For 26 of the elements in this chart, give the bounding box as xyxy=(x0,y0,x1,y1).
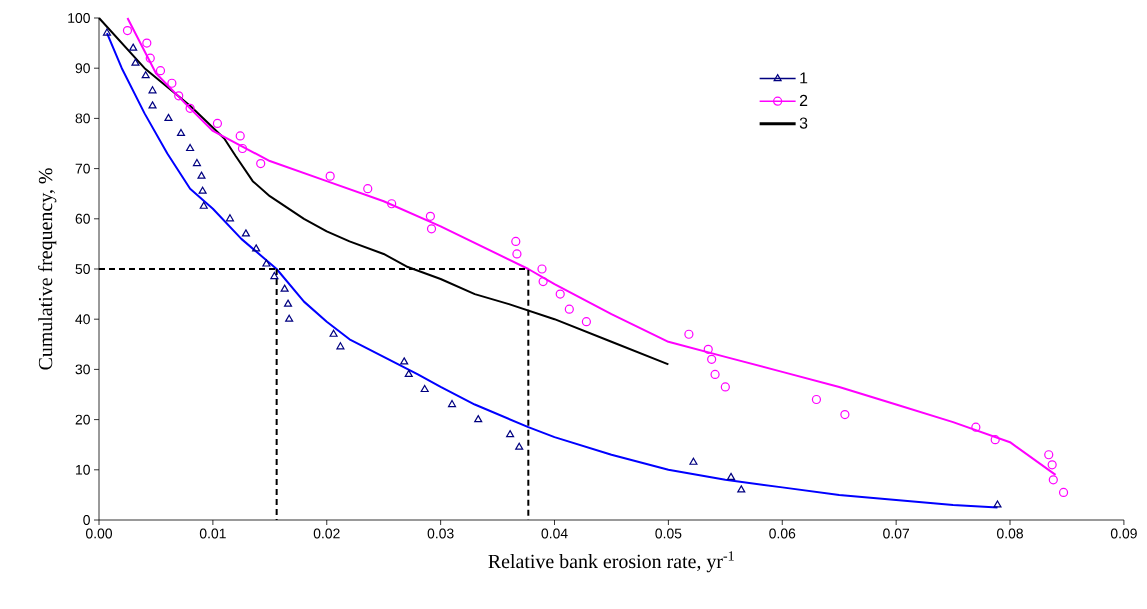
x-tick-label: 0.04 xyxy=(541,528,568,539)
x-tick-label: 0.08 xyxy=(997,528,1023,539)
x-tick-label: 0.02 xyxy=(313,528,340,539)
x-tick-label: 0.00 xyxy=(85,528,113,539)
x-tick-label: 0.06 xyxy=(769,528,796,539)
legend-label: 3 xyxy=(799,117,808,129)
legend-label: 1 xyxy=(800,72,808,84)
y-tick-label: 30 xyxy=(75,364,90,375)
x-tick-label: 0.05 xyxy=(655,528,682,539)
y-axis-title: Cumulative frequency, % xyxy=(38,168,57,370)
y-tick-label: 80 xyxy=(75,113,90,124)
x-tick-label: 0.01 xyxy=(199,528,226,539)
y-tick-label: 60 xyxy=(75,213,90,224)
y-tick-label: 10 xyxy=(76,464,90,475)
y-tick-label: 40 xyxy=(75,314,90,325)
x-tick-label: 0.07 xyxy=(883,528,910,539)
y-tick-label: 0 xyxy=(83,515,90,525)
y-tick-label: 90 xyxy=(75,63,90,74)
y-tick-label: 100 xyxy=(68,13,90,23)
x-tick-label: 0.09 xyxy=(1110,528,1137,539)
x-axis-title: Relative bank erosion rate, yr$^{-1}$ xyxy=(488,551,734,573)
y-tick-label: 50 xyxy=(75,264,90,274)
legend-label: 2 xyxy=(799,94,808,106)
y-tick-label: 20 xyxy=(75,414,90,425)
y-tick-label: 70 xyxy=(75,163,90,174)
x-tick-label: 0.03 xyxy=(427,528,454,539)
